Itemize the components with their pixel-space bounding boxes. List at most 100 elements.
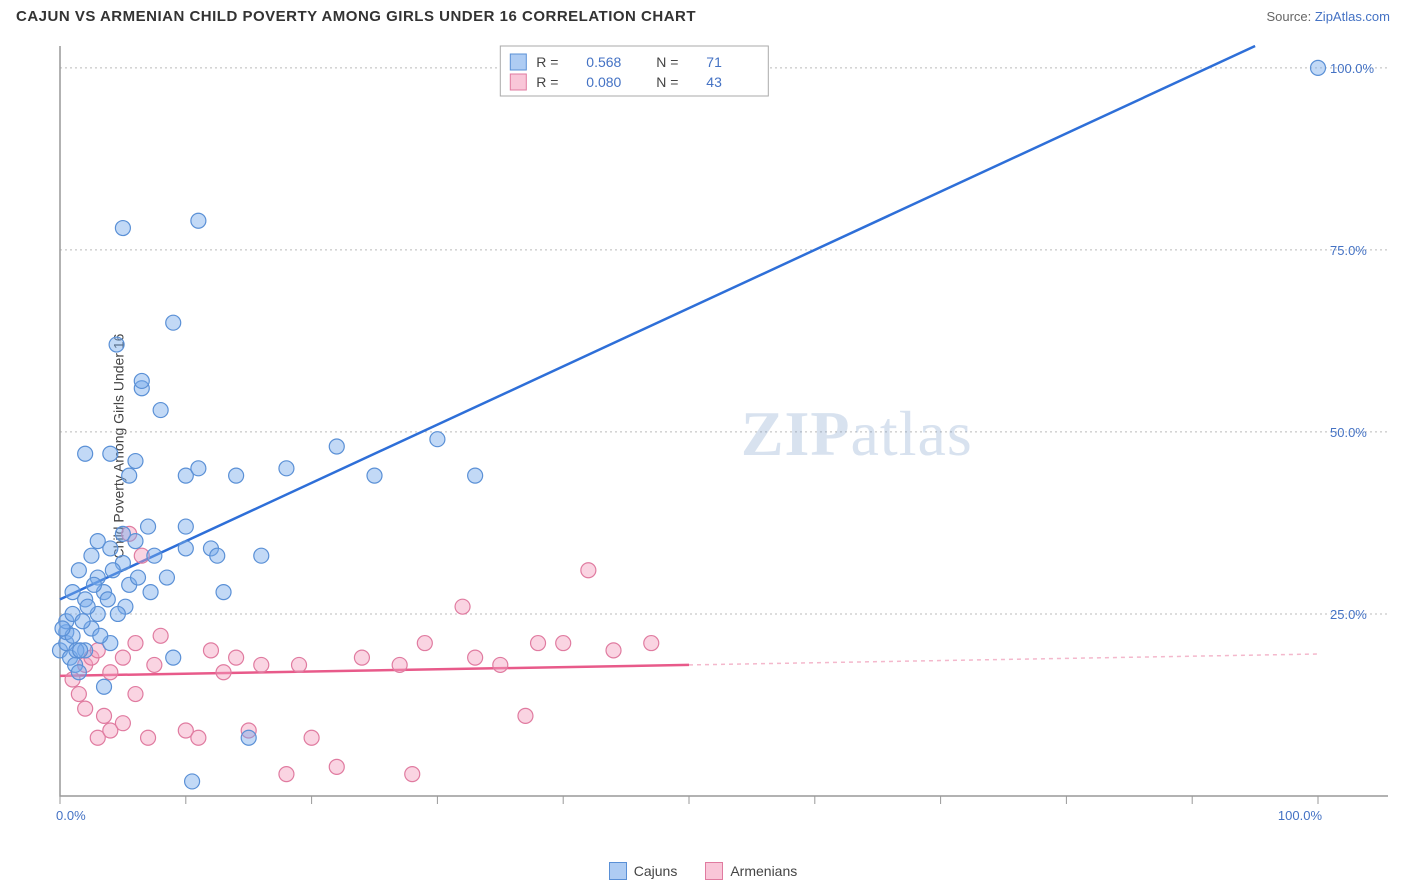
y-tick-label: 50.0%: [1330, 425, 1367, 440]
data-point: [229, 650, 244, 665]
trendline-cajuns: [60, 46, 1255, 599]
data-point: [581, 563, 596, 578]
data-point: [304, 730, 319, 745]
source-attribution: Source: ZipAtlas.com: [1266, 9, 1390, 24]
data-point: [644, 636, 659, 651]
data-point: [216, 585, 231, 600]
data-point: [392, 657, 407, 672]
legend-label-cajuns: Cajuns: [634, 863, 678, 879]
data-point: [122, 468, 137, 483]
data-point: [147, 657, 162, 672]
source-link[interactable]: ZipAtlas.com: [1315, 9, 1390, 24]
data-point: [254, 548, 269, 563]
data-point: [115, 650, 130, 665]
data-point: [216, 665, 231, 680]
chart-area: 25.0%50.0%75.0%100.0%0.0%100.0%ZIPatlasR…: [48, 40, 1396, 838]
data-point: [143, 585, 158, 600]
data-point: [130, 570, 145, 585]
stats-n-label: N =: [656, 74, 678, 90]
data-point: [75, 614, 90, 629]
data-point: [493, 657, 508, 672]
data-point: [417, 636, 432, 651]
data-point: [1311, 60, 1326, 75]
data-point: [80, 599, 95, 614]
data-point: [141, 730, 156, 745]
data-point: [103, 541, 118, 556]
data-point: [128, 636, 143, 651]
scatter-plot: 25.0%50.0%75.0%100.0%0.0%100.0%ZIPatlasR…: [48, 40, 1396, 838]
data-point: [606, 643, 621, 658]
data-point: [468, 468, 483, 483]
legend-swatch-blue: [609, 862, 627, 880]
data-point: [241, 730, 256, 745]
data-point: [178, 541, 193, 556]
data-point: [292, 657, 307, 672]
data-point: [100, 592, 115, 607]
data-point: [78, 446, 93, 461]
trendline-armenians-extrapolated: [689, 654, 1318, 665]
data-point: [86, 577, 101, 592]
legend-label-armenians: Armenians: [730, 863, 797, 879]
legend-swatch-icon: [510, 74, 526, 90]
data-point: [229, 468, 244, 483]
data-point: [254, 657, 269, 672]
data-point: [103, 446, 118, 461]
data-point: [128, 534, 143, 549]
data-point: [329, 759, 344, 774]
data-point: [191, 213, 206, 228]
y-tick-label: 75.0%: [1330, 243, 1367, 258]
data-point: [97, 708, 112, 723]
data-point: [178, 519, 193, 534]
data-point: [455, 599, 470, 614]
data-point: [103, 665, 118, 680]
data-point: [93, 628, 108, 643]
data-point: [73, 643, 88, 658]
stats-n-label: N =: [656, 54, 678, 70]
data-point: [110, 606, 125, 621]
stats-n-value: 43: [706, 74, 722, 90]
legend-swatch-pink: [705, 862, 723, 880]
bottom-legend: Cajuns Armenians: [0, 862, 1406, 880]
data-point: [531, 636, 546, 651]
data-point: [166, 315, 181, 330]
data-point: [367, 468, 382, 483]
data-point: [354, 650, 369, 665]
data-point: [159, 570, 174, 585]
data-point: [55, 621, 70, 636]
x-tick-label: 100.0%: [1278, 808, 1323, 823]
data-point: [191, 730, 206, 745]
data-point: [203, 643, 218, 658]
data-point: [329, 439, 344, 454]
legend-item-armenians: Armenians: [705, 862, 797, 880]
stats-r-label: R =: [536, 74, 558, 90]
data-point: [166, 650, 181, 665]
data-point: [430, 432, 445, 447]
data-point: [153, 403, 168, 418]
legend-item-cajuns: Cajuns: [609, 862, 678, 880]
y-tick-label: 25.0%: [1330, 607, 1367, 622]
data-point: [468, 650, 483, 665]
data-point: [405, 767, 420, 782]
data-point: [134, 373, 149, 388]
data-point: [279, 461, 294, 476]
data-point: [556, 636, 571, 651]
stats-r-value: 0.080: [586, 74, 621, 90]
data-point: [115, 716, 130, 731]
source-prefix: Source:: [1266, 9, 1314, 24]
data-point: [185, 774, 200, 789]
data-point: [153, 628, 168, 643]
data-point: [147, 548, 162, 563]
data-point: [210, 548, 225, 563]
data-point: [71, 563, 86, 578]
chart-title: CAJUN VS ARMENIAN CHILD POVERTY AMONG GI…: [16, 8, 696, 25]
stats-r-label: R =: [536, 54, 558, 70]
data-point: [279, 767, 294, 782]
data-point: [71, 665, 86, 680]
legend-swatch-icon: [510, 54, 526, 70]
data-point: [105, 563, 120, 578]
data-point: [141, 519, 156, 534]
data-point: [191, 461, 206, 476]
data-point: [97, 679, 112, 694]
watermark: ZIPatlas: [741, 398, 973, 469]
axes: [60, 46, 1388, 796]
